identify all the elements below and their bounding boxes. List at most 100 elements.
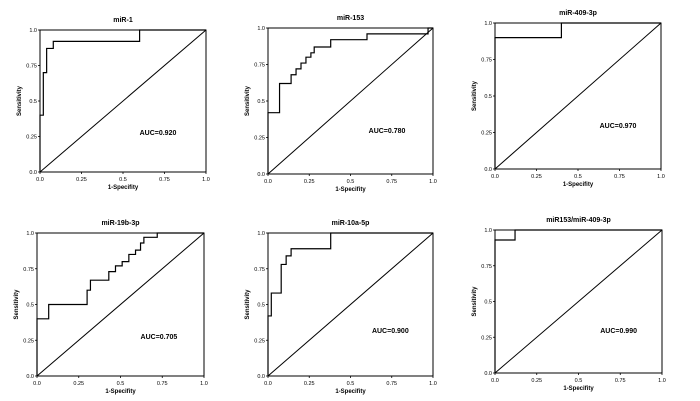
x-tick-label: 0.0 (264, 381, 272, 387)
x-tick-label: 0.75 (386, 381, 397, 387)
x-tick-label: 1.0 (200, 381, 208, 387)
y-tick-label: 0.5 (257, 99, 265, 105)
x-axis-label: 1-Specifity (335, 389, 366, 395)
x-axis-label: 1-Specifity (105, 389, 136, 395)
y-axis-label: Sensitivity (472, 286, 478, 317)
chart-title: miR-19b-3p (101, 220, 139, 227)
roc-panel-3: miR-409-3p 0.0 0.25 0.5 0.75 1.0 0.0 0.25 0.5 0.7… (472, 10, 665, 188)
x-tick-label: 0.5 (574, 174, 582, 180)
x-tick-label: 0.25 (76, 177, 87, 183)
y-tick-label: 0.0 (484, 371, 492, 377)
roc-panel-6: miR153/miR-409-3p 0.0 0.25 0.5 0.75 1.0 0.0 0.2… (472, 217, 666, 392)
x-tick-label: 0.0 (491, 174, 499, 180)
y-axis-label: Sensitivity (245, 289, 251, 320)
x-tick-label: 0.0 (36, 177, 44, 183)
x-axis-label: 1-Specifity (563, 182, 594, 188)
y-tick-label: 0.75 (23, 267, 34, 273)
y-tick-label: 0.0 (26, 374, 34, 380)
y-tick-label: 0.0 (257, 374, 265, 380)
y-tick-label: 0.75 (254, 267, 265, 273)
reference-diagonal (494, 22, 662, 170)
roc-panel-1: miR-1 0.0 0.25 0.5 0.75 1.0 0.0 0.25 0.5 0.75 1.0 1… (17, 17, 210, 191)
y-tick-label: 0.25 (481, 335, 492, 341)
chart-title: miR153/miR-409-3p (546, 217, 611, 224)
x-tick-label: 0.5 (119, 177, 127, 183)
x-tick-label: 1.0 (202, 177, 210, 183)
y-tick-label: 1.0 (29, 28, 37, 34)
auc-annotation: AUC=0.780 (369, 128, 406, 135)
x-tick-label: 0.5 (117, 381, 125, 387)
auc-annotation: AUC=0.920 (140, 130, 177, 137)
auc-annotation: AUC=0.705 (141, 334, 178, 341)
x-tick-label: 1.0 (658, 378, 666, 384)
y-tick-label: 0.75 (481, 58, 492, 64)
y-axis-label: Sensitivity (14, 289, 20, 320)
auc-annotation: AUC=0.970 (600, 123, 637, 130)
x-axis-label: 1-Specifity (563, 386, 594, 392)
y-tick-label: 0.25 (254, 338, 265, 344)
x-tick-label: 0.0 (491, 378, 499, 384)
chart-title: miR-1 (113, 17, 133, 24)
roc-curve (494, 22, 661, 169)
roc-panel-2: miR-153 0.0 0.25 0.5 0.75 1.0 0.0 0.25 0.5 0.75 1.… (245, 15, 437, 193)
y-tick-label: 1.0 (257, 26, 265, 32)
y-tick-label: 0.5 (257, 303, 265, 309)
x-tick-label: 0.25 (304, 381, 315, 387)
x-tick-label: 0.25 (531, 378, 542, 384)
y-tick-label: 0.0 (257, 172, 265, 178)
roc-curve (267, 232, 433, 376)
x-tick-label: 0.25 (304, 179, 315, 185)
y-tick-label: 0.5 (484, 300, 492, 306)
y-tick-label: 0.25 (23, 338, 34, 344)
y-tick-label: 0.5 (484, 94, 492, 100)
x-tick-label: 1.0 (657, 174, 665, 180)
y-tick-label: 1.0 (484, 228, 492, 234)
chart-title: miR-153 (337, 15, 364, 22)
x-tick-label: 0.5 (347, 179, 355, 185)
x-tick-label: 0.5 (575, 378, 583, 384)
y-tick-label: 1.0 (26, 231, 34, 237)
roc-curve (39, 29, 206, 172)
roc-panel-4: miR-19b-3p 0.0 0.25 0.5 0.75 1.0 0.0 0.25 0.5 0.7… (14, 220, 208, 395)
y-tick-label: 0.75 (481, 264, 492, 270)
auc-annotation: AUC=0.990 (600, 328, 637, 335)
y-tick-label: 0.75 (254, 63, 265, 69)
y-tick-label: 1.0 (484, 21, 492, 27)
x-tick-label: 0.75 (615, 378, 626, 384)
x-tick-label: 0.75 (386, 179, 397, 185)
y-tick-label: 0.0 (484, 167, 492, 173)
x-tick-label: 1.0 (429, 179, 437, 185)
reference-diagonal (267, 232, 434, 377)
y-tick-label: 0.25 (26, 135, 37, 141)
roc-curve (494, 229, 662, 373)
reference-diagonal (494, 229, 663, 374)
x-tick-label: 0.25 (531, 174, 542, 180)
chart-title: miR-409-3p (559, 10, 597, 17)
y-tick-label: 0.5 (29, 99, 37, 105)
y-axis-label: Sensitivity (245, 85, 251, 116)
y-tick-label: 1.0 (257, 231, 265, 237)
x-axis-label: 1-Specifity (108, 185, 139, 191)
y-tick-label: 0.75 (26, 64, 37, 70)
chart-title: miR-10a-5p (332, 220, 370, 227)
x-tick-label: 0.25 (73, 381, 84, 387)
x-tick-label: 0.0 (33, 381, 41, 387)
y-tick-label: 0.0 (29, 170, 37, 176)
y-tick-label: 0.25 (254, 136, 265, 142)
x-tick-label: 1.0 (429, 381, 437, 387)
x-tick-label: 0.75 (159, 177, 170, 183)
roc-panel-5: miR-10a-5p 0.0 0.25 0.5 0.75 1.0 0.0 0.25 0.5 0.7… (245, 220, 437, 395)
reference-diagonal (267, 27, 434, 175)
reference-diagonal (39, 29, 207, 173)
x-tick-label: 0.75 (614, 174, 625, 180)
auc-annotation: AUC=0.900 (372, 328, 409, 335)
y-tick-label: 0.5 (26, 303, 34, 309)
y-axis-label: Sensitivity (17, 85, 23, 116)
x-axis-label: 1-Specifity (335, 187, 366, 193)
reference-diagonal (36, 232, 205, 377)
roc-curve (36, 232, 204, 376)
x-tick-label: 0.0 (264, 179, 272, 185)
y-axis-label: Sensitivity (472, 80, 478, 111)
roc-curve (267, 27, 433, 174)
